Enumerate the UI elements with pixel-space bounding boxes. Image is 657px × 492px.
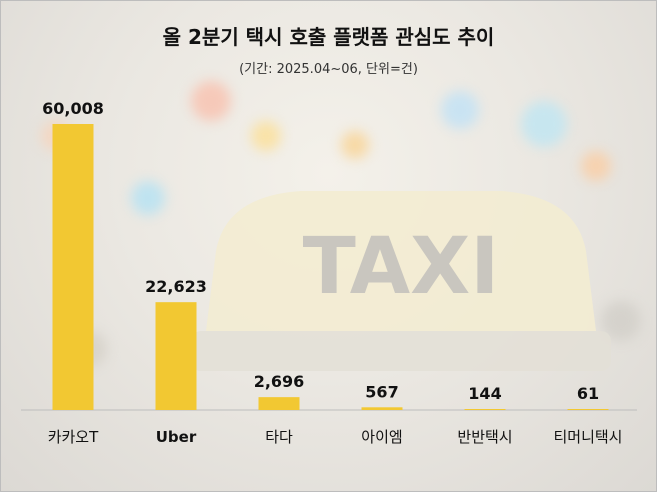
bar-4 (464, 409, 506, 410)
value-label-2: 2,696 (254, 372, 305, 391)
category-label-4: 반반택시 (457, 428, 512, 446)
value-label-3: 567 (365, 382, 398, 401)
value-label-4: 144 (468, 384, 501, 403)
value-label-1: 22,623 (145, 277, 207, 296)
category-label-5: 티머니택시 (553, 428, 622, 446)
value-label-0: 60,008 (42, 99, 104, 118)
category-label-2: 타다 (265, 428, 293, 446)
category-label-0: 카카오T (48, 428, 99, 446)
bar-3 (361, 407, 403, 410)
bar-1 (155, 302, 197, 410)
category-label-3: 아이엠 (361, 428, 402, 446)
value-label-5: 61 (577, 384, 599, 403)
bar-0 (52, 124, 94, 410)
bar-2 (258, 397, 300, 410)
taxi-sign-text: TAXI (303, 222, 500, 312)
chart-title: 올 2분기 택시 호출 플랫폼 관심도 추이 (162, 25, 495, 49)
bar-5 (567, 409, 609, 410)
category-label-1: Uber (156, 428, 197, 446)
chart-subtitle: (기간: 2025.04~06, 단위=건) (239, 62, 418, 77)
